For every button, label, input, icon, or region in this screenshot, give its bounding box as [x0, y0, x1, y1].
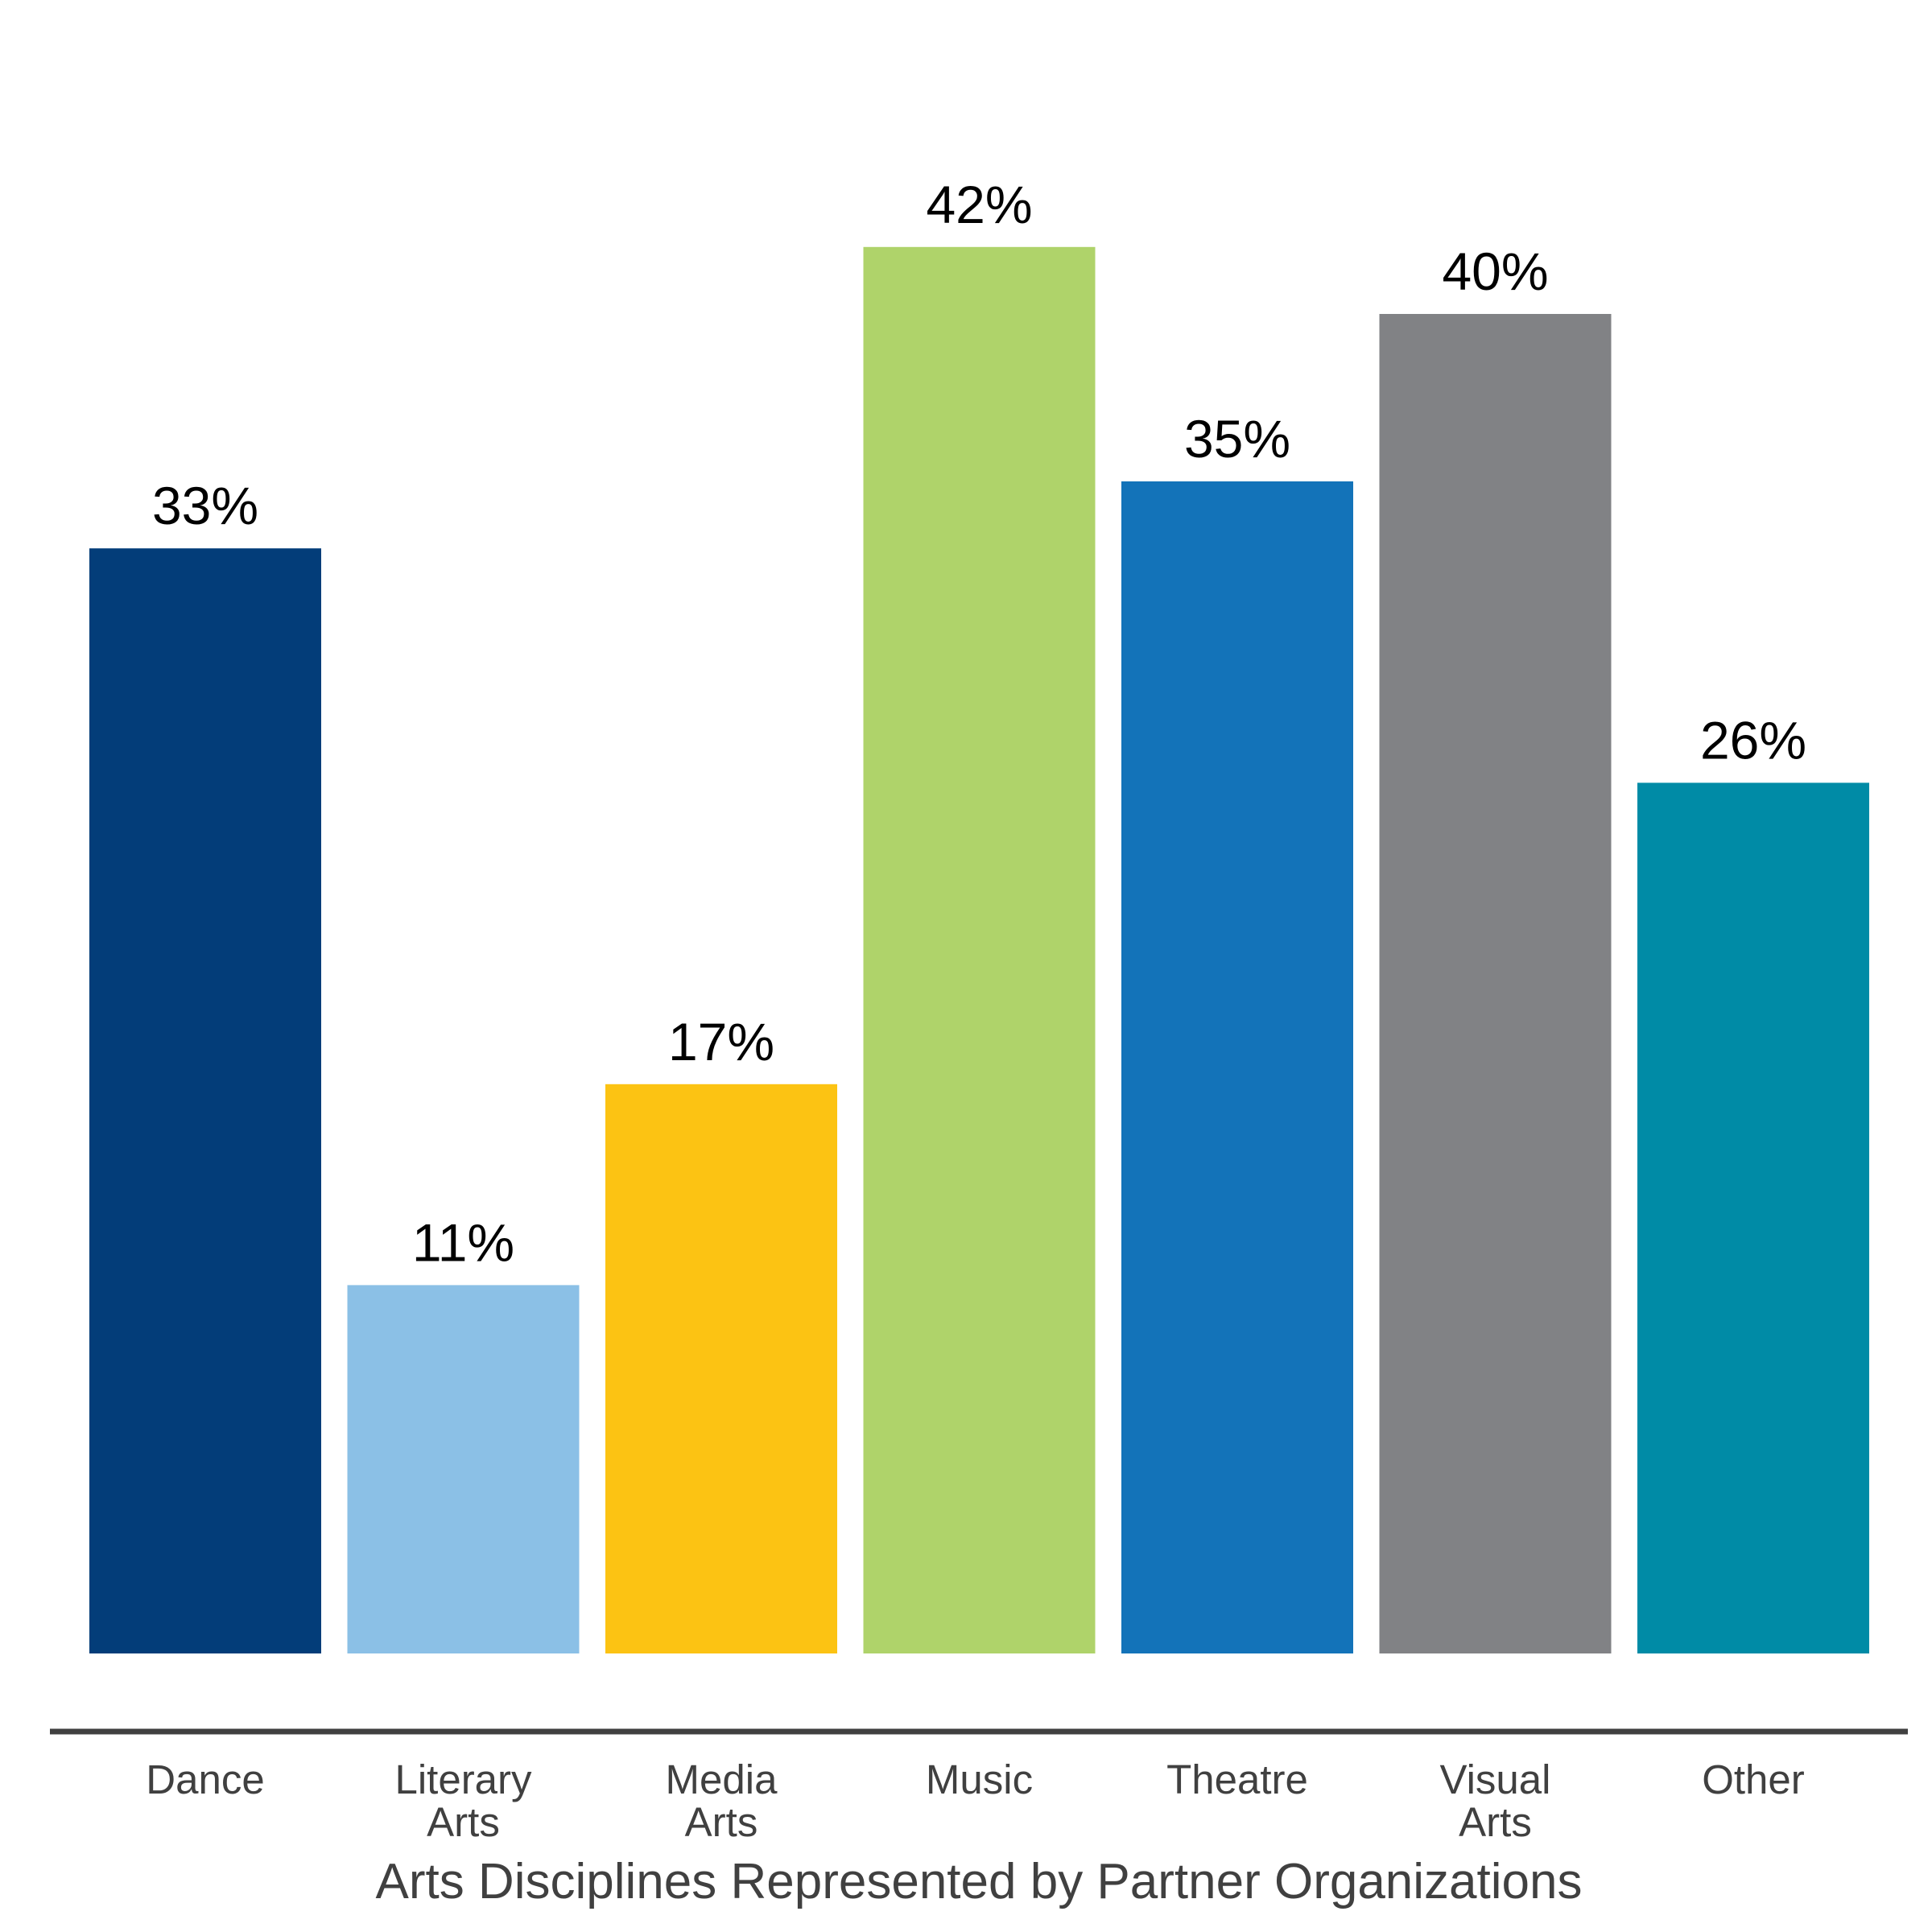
x-tick-label: Music — [926, 1757, 1033, 1802]
bar — [89, 548, 321, 1654]
x-tick-label: Other — [1702, 1757, 1805, 1802]
x-axis-title: Arts Disciplines Represented by Partner … — [375, 1854, 1582, 1909]
bar — [1121, 481, 1353, 1653]
bar — [605, 1084, 837, 1653]
x-tick-label: Arts — [685, 1799, 758, 1845]
data-labels-group: 33% 11% 17% 42% 35% 40% 26% — [152, 175, 1806, 1273]
bar — [347, 1285, 580, 1653]
bar-value-label: 26% — [1700, 710, 1806, 770]
bar-value-label: 17% — [668, 1012, 774, 1071]
bar-value-label: 11% — [412, 1212, 514, 1272]
bar-value-label: 35% — [1184, 409, 1290, 469]
bar-value-label: 40% — [1442, 242, 1548, 301]
bars-group — [89, 246, 1869, 1654]
bar — [1637, 782, 1869, 1653]
bar-value-label: 42% — [926, 175, 1032, 234]
x-tick-label: Theatre — [1166, 1757, 1308, 1802]
x-tick-label: Literary — [394, 1757, 532, 1802]
x-tick-label: Media — [666, 1757, 778, 1802]
bar — [863, 246, 1096, 1653]
x-tick-label: Arts — [1459, 1799, 1532, 1845]
bar — [1379, 314, 1612, 1653]
x-tick-label: Dance — [146, 1757, 264, 1802]
bar-value-label: 33% — [152, 476, 258, 535]
x-tick-label: Arts — [427, 1799, 500, 1845]
x-tick-label: Visual — [1440, 1757, 1551, 1802]
